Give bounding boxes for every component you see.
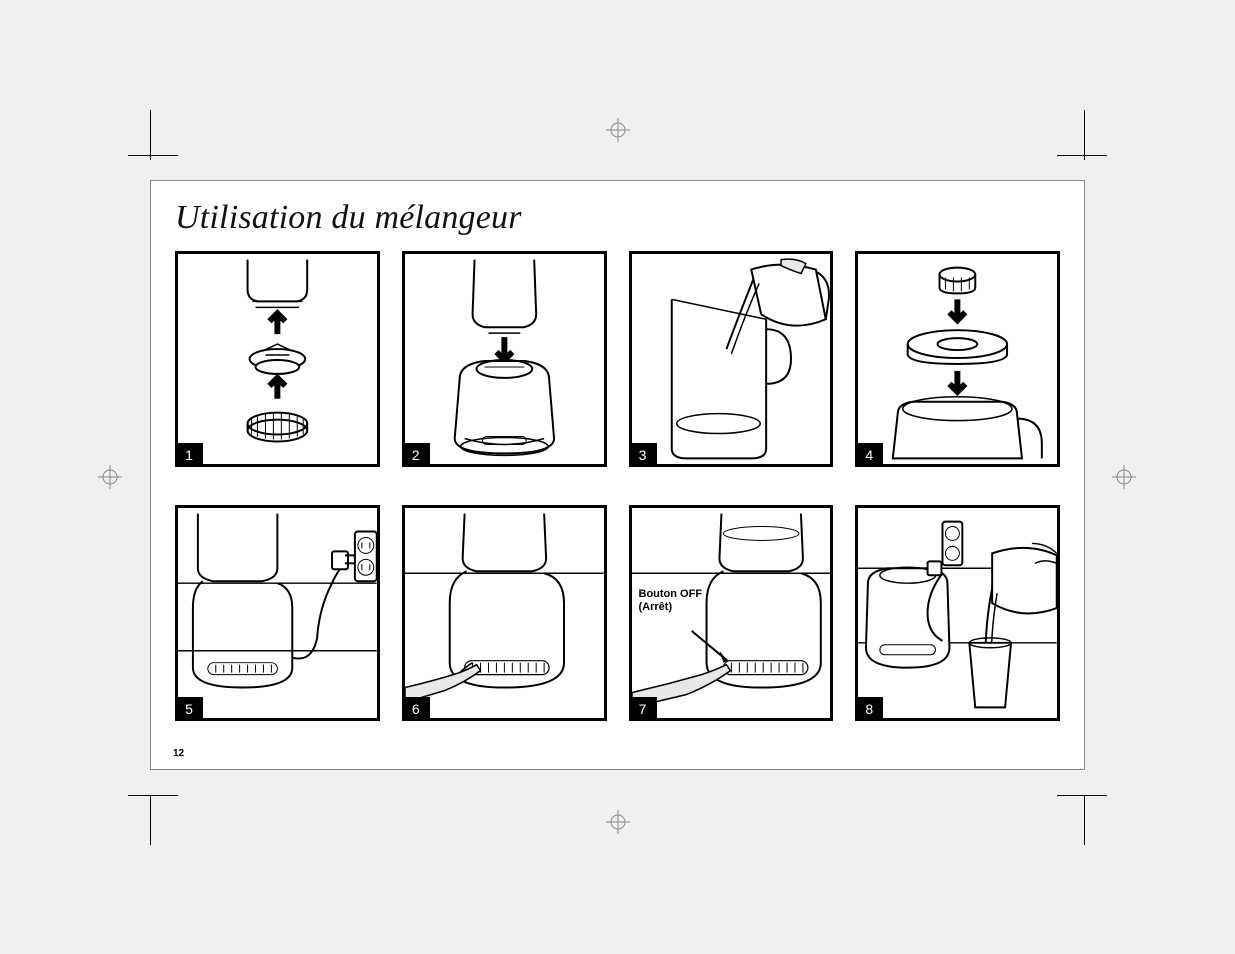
registration-mark	[606, 118, 630, 142]
panel-6: 6	[402, 505, 607, 721]
crop-mark	[128, 155, 178, 156]
registration-mark	[1112, 465, 1136, 489]
panel-7: Bouton OFF (Arrêt) 7	[629, 505, 834, 721]
panel-3: 3	[629, 251, 834, 467]
panel-4: 4	[855, 251, 1060, 467]
crop-mark	[1084, 110, 1085, 160]
page-title: Utilisation du mélangeur	[175, 199, 1060, 237]
panel-number: 8	[855, 697, 883, 721]
instruction-grid: 1 2	[175, 251, 1060, 721]
panel-2: 2	[402, 251, 607, 467]
manual-page: Utilisation du mélangeur	[150, 180, 1085, 770]
panel-number: 1	[175, 443, 203, 467]
panel-number: 2	[402, 443, 430, 467]
crop-mark	[1057, 155, 1107, 156]
crop-mark	[1084, 795, 1085, 845]
panel-8: 8	[855, 505, 1060, 721]
panel-number: 4	[855, 443, 883, 467]
crop-mark	[1057, 795, 1107, 796]
callout-line-2: (Arrêt)	[639, 601, 673, 613]
registration-mark	[98, 465, 122, 489]
panel-number: 6	[402, 697, 430, 721]
page-number: 12	[173, 748, 184, 759]
panel-number: 3	[629, 443, 657, 467]
panel-number: 7	[629, 697, 657, 721]
crop-mark	[150, 110, 151, 160]
crop-mark	[150, 795, 151, 845]
callout-off-button: Bouton OFF (Arrêt)	[639, 588, 703, 613]
panel-number: 5	[175, 697, 203, 721]
callout-line-1: Bouton OFF	[639, 588, 703, 600]
panel-1: 1	[175, 251, 380, 467]
panel-5: 5	[175, 505, 380, 721]
registration-mark	[606, 810, 630, 834]
crop-mark	[128, 795, 178, 796]
